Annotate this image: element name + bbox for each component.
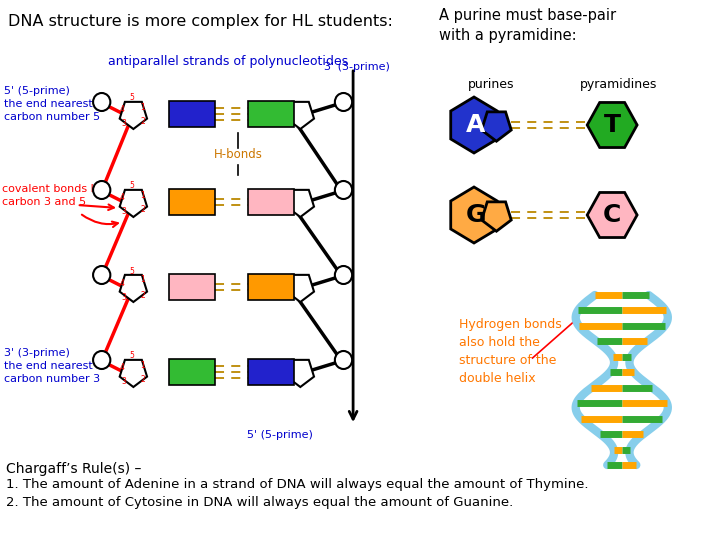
Text: DNA structure is more complex for HL students:: DNA structure is more complex for HL stu… [8,14,392,29]
Text: pyramidines: pyramidines [580,78,657,91]
Text: 5: 5 [129,93,134,103]
Text: A: A [467,113,485,137]
Text: 5: 5 [129,352,134,361]
Polygon shape [482,112,511,141]
Text: 5: 5 [129,267,134,275]
Text: 1: 1 [140,275,145,285]
Text: Chargaff’s Rule(s) –: Chargaff’s Rule(s) – [6,462,141,476]
FancyBboxPatch shape [248,274,294,300]
Text: 5: 5 [129,181,134,191]
FancyBboxPatch shape [169,189,215,215]
Polygon shape [287,360,314,387]
Text: A purine must base-pair
with a pyramidine:: A purine must base-pair with a pyramidin… [439,8,616,43]
Text: 3: 3 [122,377,126,387]
FancyBboxPatch shape [169,274,215,300]
Text: 3: 3 [122,207,126,217]
Circle shape [93,181,110,199]
Circle shape [335,266,352,284]
Polygon shape [287,275,314,302]
Text: purines: purines [468,78,515,91]
Polygon shape [287,190,314,217]
Text: 1: 1 [140,361,145,369]
Text: 2. The amount of Cytosine in DNA will always equal the amount of Guanine.: 2. The amount of Cytosine in DNA will al… [6,496,513,509]
Polygon shape [120,360,147,387]
Text: 2: 2 [140,206,145,214]
Polygon shape [287,102,314,129]
Circle shape [93,351,110,369]
Text: 3' (3-prime)
the end nearest
carbon number 3: 3' (3-prime) the end nearest carbon numb… [4,348,100,384]
FancyBboxPatch shape [248,359,294,385]
FancyBboxPatch shape [169,101,215,127]
Polygon shape [120,190,147,217]
Text: 4: 4 [120,193,125,202]
Circle shape [335,351,352,369]
Text: G: G [466,203,486,227]
Text: 3' (3-prime): 3' (3-prime) [324,62,390,72]
Text: 1. The amount of Adenine in a strand of DNA will always equal the amount of Thym: 1. The amount of Adenine in a strand of … [6,478,588,491]
Circle shape [93,266,110,284]
Circle shape [335,93,352,111]
Text: 2: 2 [140,291,145,300]
Text: 5' (5-prime)
the end nearest
carbon number 5: 5' (5-prime) the end nearest carbon numb… [4,86,100,123]
Text: H-bonds: H-bonds [214,148,262,161]
Text: 5' (5-prime): 5' (5-prime) [247,430,313,440]
Text: 1: 1 [140,103,145,111]
Text: 3: 3 [122,119,126,129]
Text: 4: 4 [120,279,125,287]
Polygon shape [588,192,637,238]
FancyBboxPatch shape [248,189,294,215]
Polygon shape [588,103,637,147]
Text: 3: 3 [122,293,126,301]
Text: antiparallel strands of polynucleotides: antiparallel strands of polynucleotides [108,55,348,68]
Circle shape [93,93,110,111]
Polygon shape [120,275,147,302]
Polygon shape [451,97,498,153]
Polygon shape [120,102,147,129]
Text: 4: 4 [120,363,125,373]
Text: covalent bonds link
carbon 3 and 5: covalent bonds link carbon 3 and 5 [2,184,110,207]
Text: 1: 1 [140,191,145,199]
Text: T: T [603,113,621,137]
FancyBboxPatch shape [169,359,215,385]
Polygon shape [451,187,498,243]
Text: 2: 2 [140,375,145,384]
Polygon shape [482,202,511,231]
Text: 4: 4 [120,105,125,114]
FancyBboxPatch shape [248,101,294,127]
Text: 2: 2 [140,118,145,126]
Text: C: C [603,203,621,227]
Circle shape [335,181,352,199]
Text: Hydrogen bonds
also hold the
structure of the
double helix: Hydrogen bonds also hold the structure o… [459,318,562,385]
